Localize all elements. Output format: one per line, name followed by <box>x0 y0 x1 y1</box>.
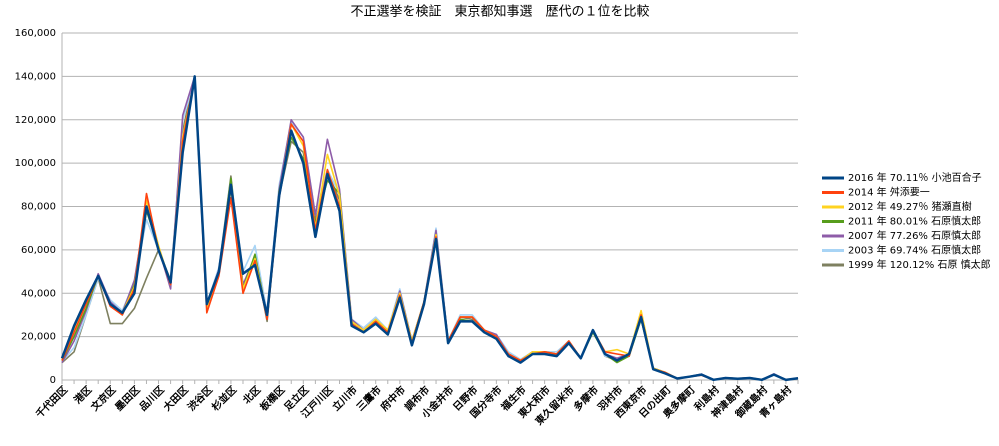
legend-label: 2007 年 77.26% 石原慎太郎 <box>848 229 981 242</box>
y-tick-label: 0 <box>50 375 56 386</box>
legend-label: 1999 年 120.12% 石原 慎太郎 <box>848 258 991 271</box>
x-tick-label: 港区 <box>71 383 94 406</box>
x-tick-label: 文京区 <box>88 383 118 413</box>
series-line <box>61 79 799 381</box>
x-tick-label: 墨田区 <box>113 384 143 414</box>
x-tick-label: 府中市 <box>378 383 408 413</box>
legend-label: 2012 年 49.27％ 猪瀬直樹 <box>848 200 972 213</box>
series-line <box>61 75 799 381</box>
y-tick-label: 160,000 <box>15 28 56 39</box>
x-tick-label: 板橋区 <box>257 383 287 413</box>
chart-title: 不正選挙を検証 東京都知事選 歴代の１位を比較 <box>350 4 649 20</box>
y-tick-label: 40,000 <box>21 288 56 299</box>
y-tick-label: 120,000 <box>15 115 56 126</box>
y-tick-label: 20,000 <box>21 332 56 343</box>
x-tick-label: 三鷹市 <box>354 383 384 413</box>
legend-label: 2016 年 70.11％ 小池百合子 <box>848 171 982 184</box>
y-tick-label: 80,000 <box>21 202 56 213</box>
x-tick-label: 立川市 <box>329 383 359 413</box>
legend-label: 2011 年 80.01% 石原慎太郎 <box>848 215 981 228</box>
legend-label: 2014 年 舛添要一 <box>848 186 930 199</box>
series-line <box>60 75 799 382</box>
x-tick-label: 渋谷区 <box>185 383 215 413</box>
x-tick-label: 品川区 <box>137 384 167 414</box>
series-line <box>61 75 799 381</box>
y-tick-label: 60,000 <box>21 245 56 256</box>
x-tick-label: 千代田区 <box>33 383 70 420</box>
x-tick-label: 杉並区 <box>209 383 239 413</box>
series-line <box>61 75 799 381</box>
y-tick-label: 140,000 <box>15 71 56 82</box>
x-tick-label: 北区 <box>240 383 263 406</box>
x-tick-label: 多摩市 <box>571 383 601 413</box>
x-tick-label: 大田区 <box>160 383 190 413</box>
series-line <box>61 77 799 381</box>
series-line <box>61 75 799 381</box>
legend-label: 2003 年 69.74% 石原慎太郎 <box>848 244 981 257</box>
y-tick-label: 100,000 <box>15 158 56 169</box>
